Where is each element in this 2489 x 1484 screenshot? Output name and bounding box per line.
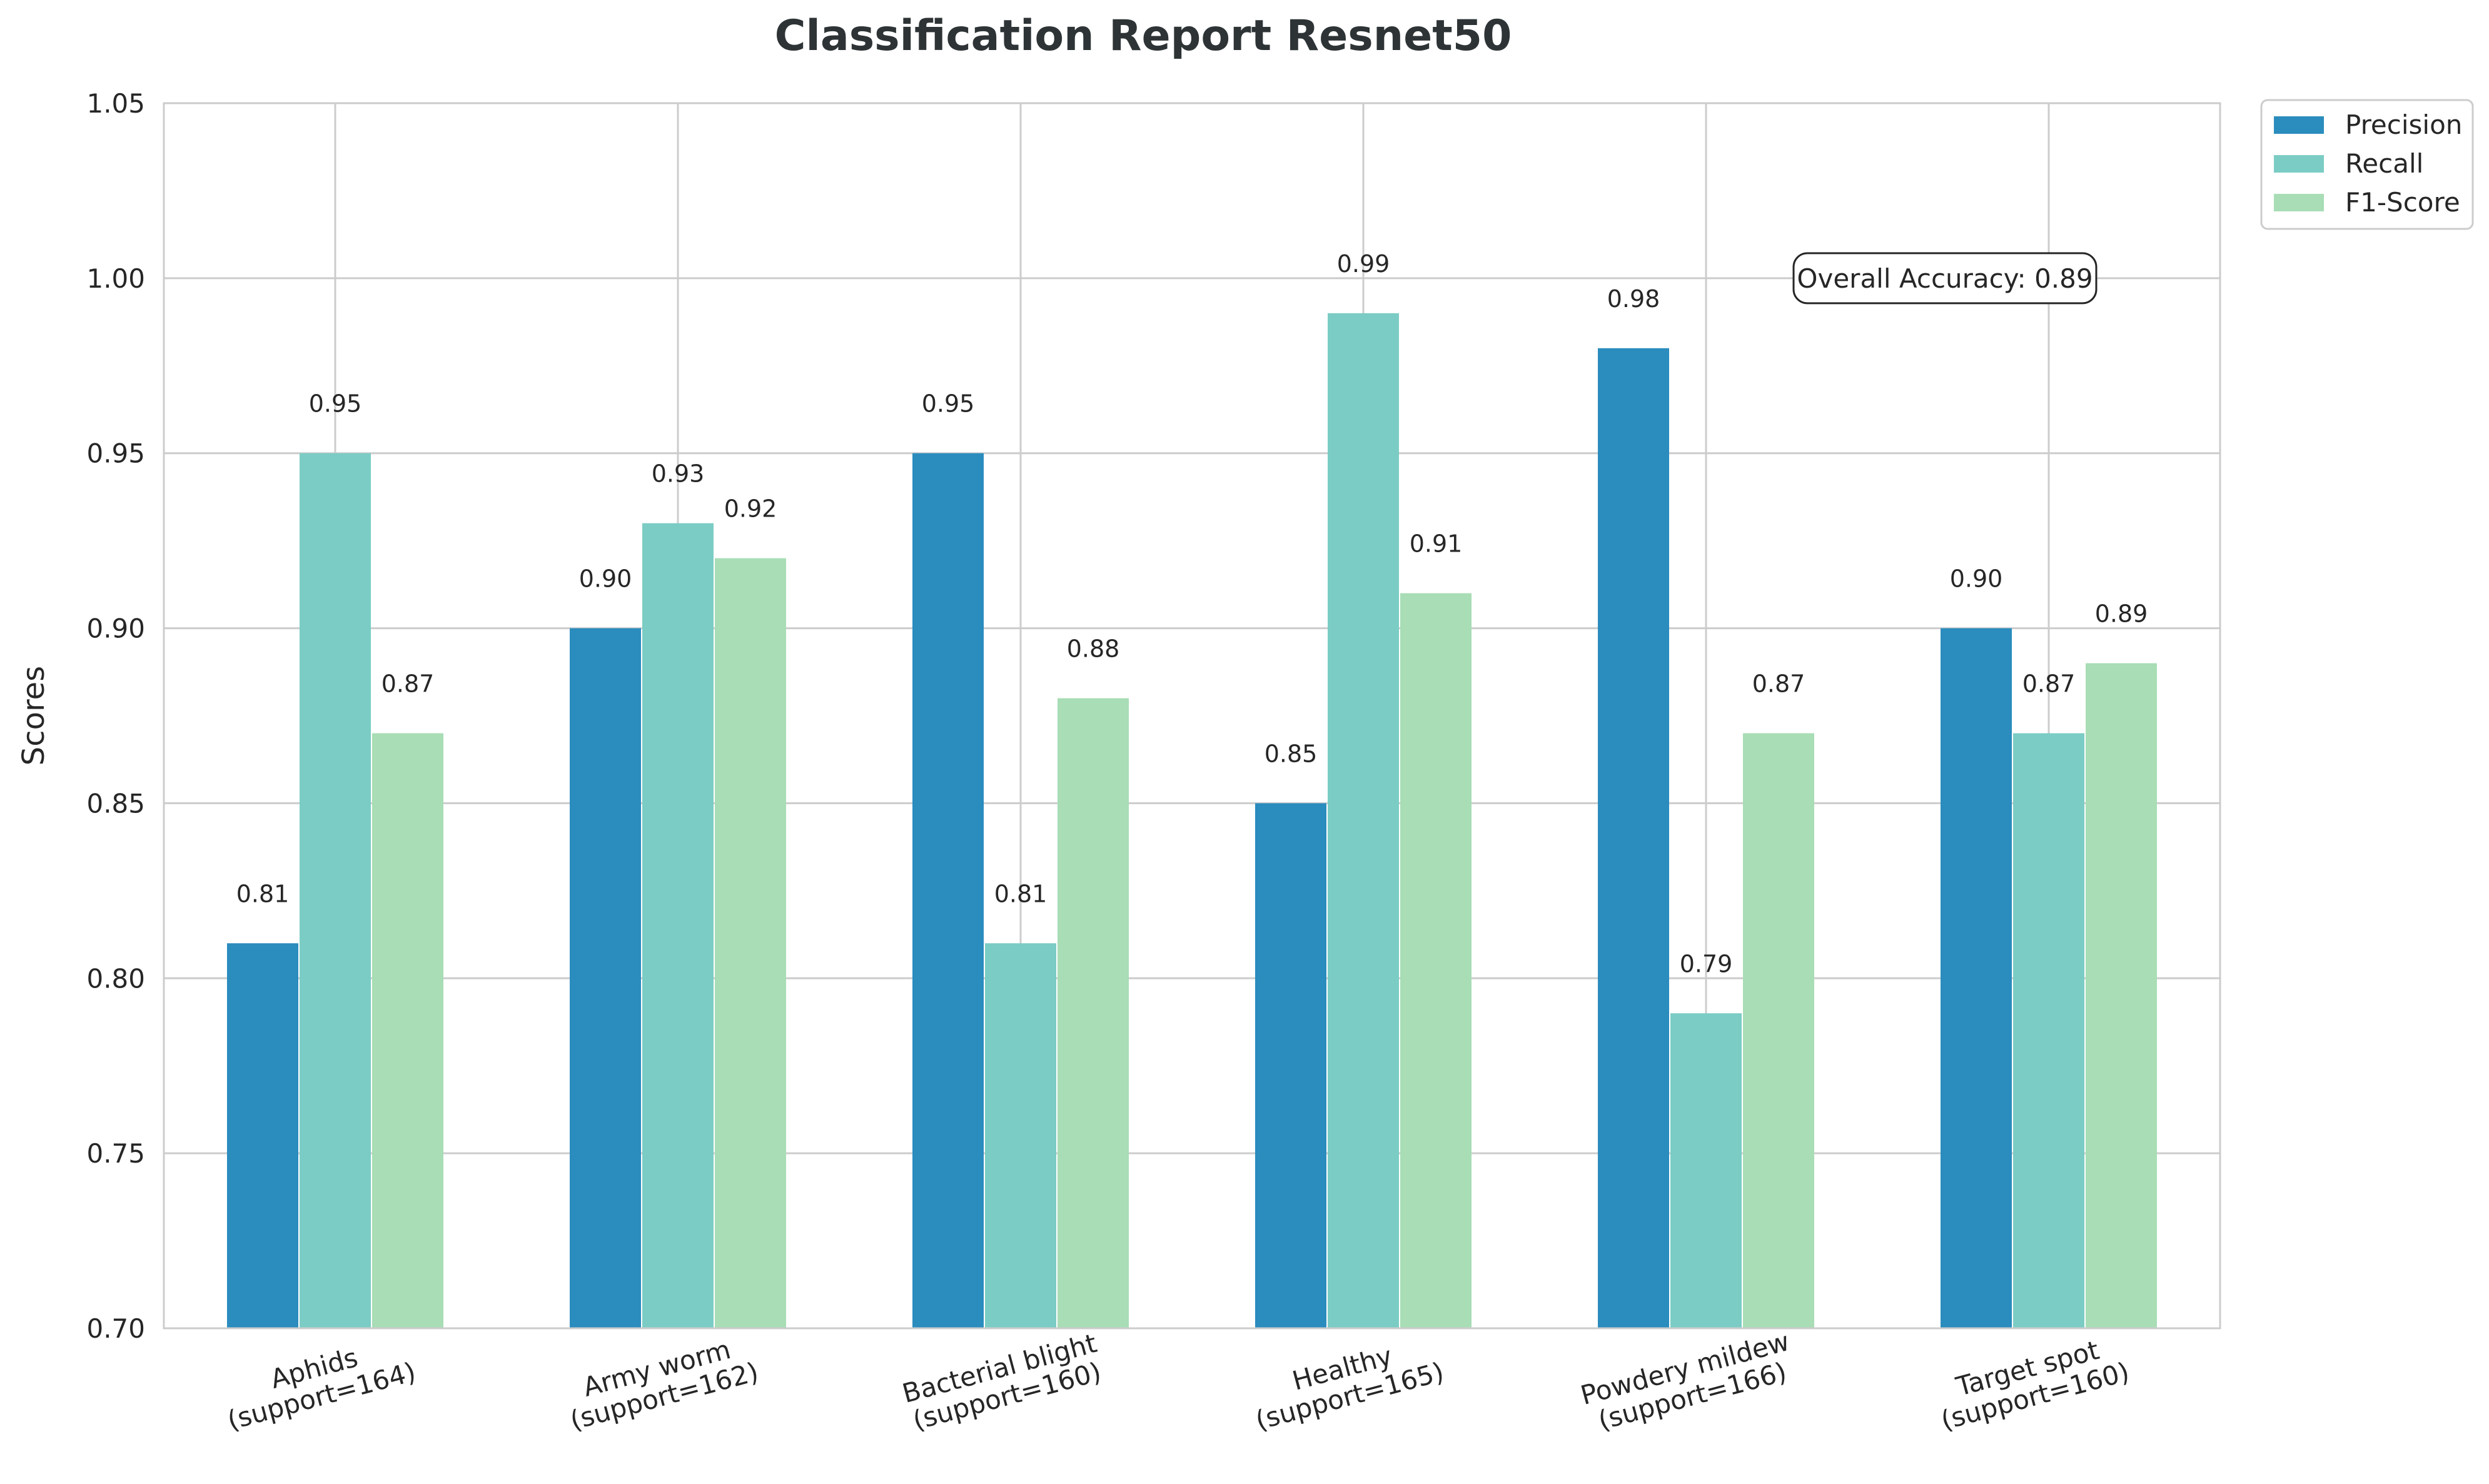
value-label: 0.91 <box>1410 530 1463 558</box>
value-label: 0.99 <box>1337 250 1390 278</box>
x-tick-label: Bacterial blight(support=160) <box>899 1328 1108 1436</box>
value-label: 0.81 <box>236 880 290 907</box>
bar-precision <box>227 943 298 1328</box>
bar-f1-score <box>1743 733 1814 1328</box>
y-tick-label: 1.05 <box>86 88 145 119</box>
value-label: 0.98 <box>1607 285 1660 313</box>
value-label: 0.79 <box>1680 950 1733 977</box>
bar-precision <box>1598 348 1669 1328</box>
bar-precision <box>570 628 641 1328</box>
plot-frame <box>163 102 2221 1330</box>
value-label: 0.93 <box>652 460 705 488</box>
value-label: 0.88 <box>1067 635 1120 663</box>
bar-f1-score <box>715 558 786 1328</box>
y-tick-label: 0.90 <box>86 613 145 644</box>
legend-label: Precision <box>2345 109 2462 140</box>
y-tick-label: 0.75 <box>86 1138 145 1169</box>
value-label: 0.85 <box>1265 740 1318 767</box>
value-labels: 0.81 0.90 0.95 0.85 0.98 0.90 0.95 0.93 0.81 0.99… <box>236 250 2148 977</box>
bar-precision <box>912 453 984 1328</box>
legend-label: Recall <box>2345 148 2423 179</box>
annotation-text: Overall Accuracy: 0.89 <box>1797 263 2093 294</box>
value-label: 0.81 <box>994 880 1048 907</box>
legend-swatch <box>2274 116 2324 134</box>
x-tick-label: Aphids(support=164) <box>216 1328 418 1436</box>
overall-accuracy-annotation: Overall Accuracy: 0.89 <box>1792 252 2098 305</box>
bar-f1-score <box>1058 698 1129 1328</box>
chart-title: Classification Report Resnet50 <box>775 11 1512 61</box>
x-tick-label: Powdery mildew(support=166) <box>1577 1326 1800 1439</box>
value-label: 0.90 <box>579 565 632 593</box>
bar-f1-score <box>1400 593 1472 1328</box>
value-label: 0.95 <box>922 390 975 418</box>
legend: Precision Recall F1-Score <box>2260 99 2474 230</box>
x-tick-label: Army worm(support=162) <box>559 1328 761 1436</box>
value-label: 0.95 <box>309 390 362 418</box>
bar-recall <box>1670 1013 1742 1328</box>
legend-label: F1-Score <box>2345 187 2460 218</box>
annotation-box <box>1792 252 2098 305</box>
bar-precision <box>1941 628 2012 1328</box>
y-tick-label: 0.70 <box>86 1313 145 1344</box>
bar-precision <box>1255 803 1326 1328</box>
bar-recall <box>642 523 714 1328</box>
value-label: 0.90 <box>1950 565 2003 593</box>
bar-recall <box>2013 733 2084 1328</box>
y-tick-label: 1.00 <box>86 263 145 294</box>
y-tick-label: 0.85 <box>86 788 145 819</box>
value-label: 0.87 <box>381 670 435 697</box>
bars <box>227 313 2157 1328</box>
x-tick-label: Healthy(support=165) <box>1244 1328 1446 1436</box>
value-label: 0.89 <box>2095 600 2148 628</box>
x-tick-label: Target spot(support=160) <box>1930 1328 2132 1436</box>
bar-recall <box>1328 313 1399 1328</box>
bar-recall <box>985 943 1056 1328</box>
y-tick-label: 0.80 <box>86 963 145 994</box>
y-axis-label: Scores <box>16 666 51 765</box>
legend-swatch <box>2274 155 2324 173</box>
bar-recall <box>300 453 371 1328</box>
legend-swatch <box>2274 194 2324 211</box>
bar-f1-score <box>372 733 443 1328</box>
value-label: 0.87 <box>1752 670 1805 697</box>
value-label: 0.92 <box>724 495 777 523</box>
value-label: 0.87 <box>2022 670 2076 697</box>
bar-f1-score <box>2086 663 2157 1328</box>
y-tick-label: 0.95 <box>86 438 145 469</box>
